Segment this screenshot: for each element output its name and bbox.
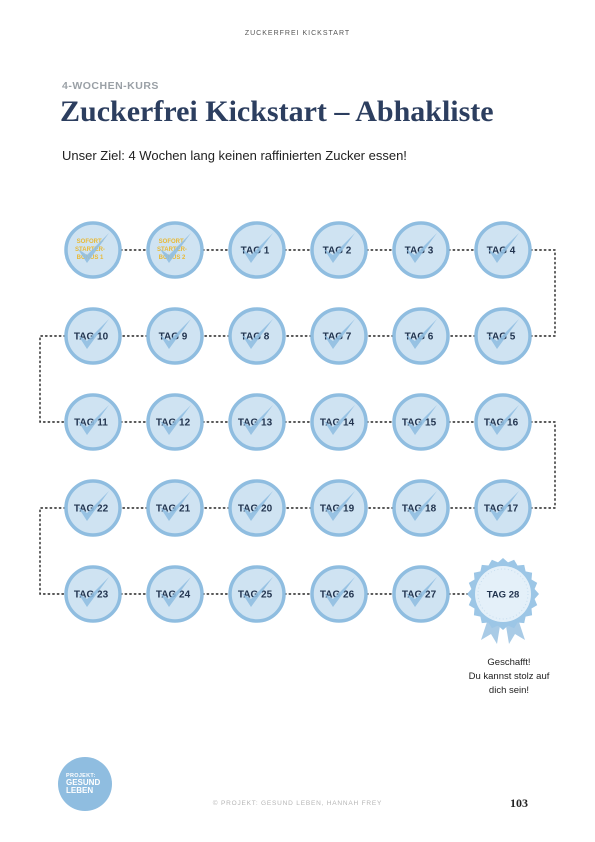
checkmark-icon <box>406 577 437 607</box>
checkmark-icon <box>78 233 109 263</box>
logo-line: PROJEKT: <box>66 773 96 779</box>
day-badge[interactable]: TAG 22 <box>64 479 122 537</box>
final-badge[interactable]: TAG 28 <box>467 558 539 644</box>
logo-line: LEBEN <box>66 786 94 795</box>
checkmark-icon <box>78 319 109 349</box>
checkmark-icon <box>324 233 355 263</box>
completion-message: Geschafft! Du kannst stolz auf dich sein… <box>444 656 574 698</box>
day-badge[interactable]: TAG 14 <box>310 393 368 451</box>
checkmark-icon <box>324 405 355 435</box>
checkmark-icon <box>160 405 191 435</box>
completion-line: Geschafft! <box>487 657 531 668</box>
day-badge[interactable]: TAG 20 <box>228 479 286 537</box>
page-subtitle: Unser Ziel: 4 Wochen lang keinen raffini… <box>62 148 407 163</box>
day-badge[interactable]: TAG 26 <box>310 565 368 623</box>
bonus-badge[interactable]: SOFORT-STARTER-BONUS 1 <box>64 221 122 279</box>
day-badge[interactable]: TAG 23 <box>64 565 122 623</box>
kicker: 4-WOCHEN-KURS <box>62 80 159 92</box>
page-title: Zuckerfrei Kickstart – Abhakliste <box>60 95 494 128</box>
day-badge[interactable]: TAG 15 <box>392 393 450 451</box>
day-badge[interactable]: TAG 11 <box>64 393 122 451</box>
checkmark-icon <box>406 233 437 263</box>
day-badge[interactable]: TAG 16 <box>474 393 532 451</box>
badge-circle <box>477 568 529 620</box>
day-badge[interactable]: TAG 24 <box>146 565 204 623</box>
checkmark-icon <box>488 233 519 263</box>
bonus-badge[interactable]: SOFORT-STARTER-BONUS 2 <box>146 221 204 279</box>
day-badge[interactable]: TAG 2 <box>310 221 368 279</box>
day-badge[interactable]: TAG 9 <box>146 307 204 365</box>
day-badge[interactable]: TAG 17 <box>474 479 532 537</box>
day-badge[interactable]: TAG 8 <box>228 307 286 365</box>
completion-line: Du kannst stolz auf <box>468 671 550 682</box>
project-logo: PROJEKT: GESUND LEBEN <box>58 757 112 811</box>
checkmark-icon <box>242 319 273 349</box>
day-badge[interactable]: TAG 12 <box>146 393 204 451</box>
day-badge[interactable]: TAG 13 <box>228 393 286 451</box>
bonus-label: STARTER- <box>75 247 105 253</box>
checkmark-icon <box>324 491 355 521</box>
day-badge[interactable]: TAG 25 <box>228 565 286 623</box>
bonus-label: SOFORT- <box>159 239 186 245</box>
day-badge[interactable]: TAG 18 <box>392 479 450 537</box>
day-badge[interactable]: TAG 27 <box>392 565 450 623</box>
running-head: ZUCKERFREI KICKSTART <box>244 30 351 37</box>
checkmark-icon <box>78 491 109 521</box>
page-number: 103 <box>510 796 528 810</box>
checkmark-icon <box>324 319 355 349</box>
checkmark-icon <box>78 577 109 607</box>
bonus-label: STARTER- <box>157 247 187 253</box>
day-badge[interactable]: TAG 21 <box>146 479 204 537</box>
day-badge[interactable]: TAG 7 <box>310 307 368 365</box>
checkmark-icon <box>488 405 519 435</box>
day-badge[interactable]: TAG 3 <box>392 221 450 279</box>
day-badge[interactable]: TAG 19 <box>310 479 368 537</box>
checkmark-icon <box>242 233 273 263</box>
checkmark-icon <box>406 405 437 435</box>
day-badge[interactable]: TAG 4 <box>474 221 532 279</box>
checkmark-icon <box>488 491 519 521</box>
checkmark-icon <box>78 405 109 435</box>
logo-line: GESUND <box>66 778 101 787</box>
day-badge[interactable]: TAG 5 <box>474 307 532 365</box>
footer-credit: © PROJEKT: GESUND LEBEN, HANNAH FREY <box>212 800 383 807</box>
checkmark-icon <box>406 491 437 521</box>
day-badge[interactable]: TAG 1 <box>228 221 286 279</box>
checkmark-icon <box>406 319 437 349</box>
badge-circle <box>475 566 531 622</box>
checkmark-icon <box>488 319 519 349</box>
checkmark-icon <box>324 577 355 607</box>
bonus-label: SOFORT- <box>77 239 104 245</box>
completion-line: dich sein! <box>488 685 530 696</box>
checkmark-icon <box>160 577 191 607</box>
day-label: TAG 28 <box>487 590 520 601</box>
checkmark-icon <box>242 577 273 607</box>
checkmark-icon <box>160 319 191 349</box>
checkmark-icon <box>242 405 273 435</box>
day-badge[interactable]: TAG 10 <box>64 307 122 365</box>
checkmark-icon <box>160 491 191 521</box>
day-badge[interactable]: TAG 6 <box>392 307 450 365</box>
checkmark-icon <box>160 233 191 263</box>
badge-grid: SOFORT-STARTER-BONUS 1SOFORT-STARTER-BON… <box>64 221 539 644</box>
checkmark-icon <box>242 491 273 521</box>
